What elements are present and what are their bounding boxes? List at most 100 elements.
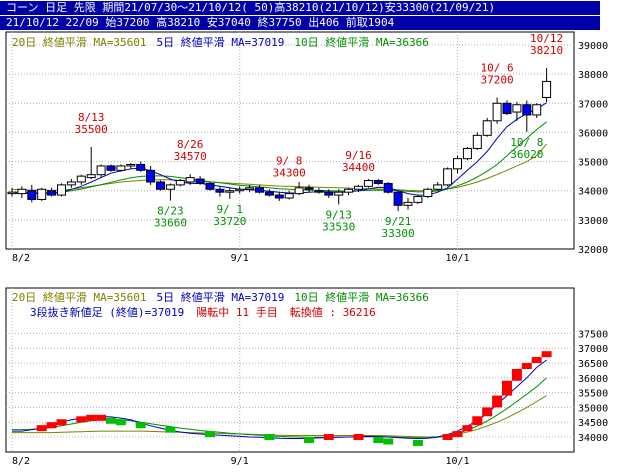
candle-body — [314, 190, 324, 193]
candle-body — [334, 191, 344, 196]
break-brick — [353, 434, 364, 441]
candle — [502, 100, 512, 115]
annotation-low-value: 33530 — [322, 220, 355, 233]
candle-body — [264, 191, 274, 196]
y-tick-label: 34500 — [578, 418, 608, 429]
annotation-high-date: 10/ 6 — [481, 61, 514, 74]
x-tick-label: 8/2 — [12, 253, 30, 264]
candle — [522, 100, 532, 132]
candle-body — [453, 158, 462, 170]
y-tick-label: 36000 — [578, 128, 608, 139]
candle — [334, 189, 344, 205]
candle — [373, 179, 383, 185]
break-brick — [76, 416, 87, 423]
plot-frame — [5, 287, 575, 453]
break-brick — [492, 395, 503, 408]
candle-body — [17, 188, 27, 195]
break-brick — [462, 425, 473, 432]
break-brick — [412, 439, 423, 446]
chart-header-line1: コーン 日足 先限 期間21/07/30〜21/10/12( 50)高38210… — [0, 1, 600, 15]
candle-body — [443, 168, 453, 186]
candle — [195, 176, 205, 185]
y-tick-label: 37500 — [578, 329, 608, 340]
chart-header-line2: 21/10/12 22/09 始37200 高38210 安37040 終377… — [0, 16, 600, 30]
candle-body — [126, 163, 136, 167]
break-brick — [165, 426, 176, 433]
break-brick — [135, 422, 146, 429]
annotation-high-value: 38210 — [530, 44, 563, 57]
candle-body — [354, 185, 363, 190]
candle — [482, 117, 492, 137]
candle-body — [215, 188, 225, 193]
break-brick — [46, 422, 57, 429]
legend-ma10: 10日 終値平滑 MA=36366 — [294, 35, 428, 49]
candle — [76, 174, 86, 185]
candle-body — [195, 178, 205, 184]
candle — [512, 101, 522, 121]
candle — [215, 186, 225, 197]
x-tick-label: 10/1 — [445, 253, 469, 264]
candle-body — [492, 102, 502, 122]
candle-body — [185, 177, 195, 183]
candle — [126, 163, 136, 169]
candle-body — [156, 181, 165, 190]
annotation-high-date: 9/ 8 — [276, 155, 303, 168]
candle-body — [482, 120, 492, 136]
y-tick-label: 36000 — [578, 374, 608, 385]
x-tick-label: 8/2 — [12, 456, 30, 467]
candle — [492, 97, 502, 124]
plot-frame — [5, 31, 575, 250]
candle — [383, 181, 393, 194]
y-tick-label: 37000 — [578, 344, 608, 355]
break-brick — [442, 434, 453, 441]
candle — [403, 198, 413, 210]
candle — [344, 187, 354, 196]
break-brick — [373, 437, 384, 443]
annotation-high-value: 35500 — [75, 123, 108, 136]
candle-body — [57, 184, 66, 196]
candle-body — [383, 182, 393, 193]
x-tick-label: 10/1 — [445, 456, 469, 467]
candle-body — [27, 190, 37, 200]
candle-body — [47, 190, 57, 196]
candle — [225, 187, 235, 199]
annotation-high-date: 8/13 — [78, 111, 105, 124]
annotation-low-date: 9/21 — [385, 215, 412, 228]
candle-body — [76, 175, 86, 183]
annotation-low-date: 9/ 1 — [217, 203, 244, 216]
annotation-high-value: 37200 — [481, 73, 514, 86]
candle-body — [225, 190, 235, 193]
annotation-high-date: 9/16 — [345, 149, 372, 162]
candle-body — [542, 80, 552, 98]
y-tick-label: 35000 — [578, 403, 608, 414]
candle-body — [522, 104, 532, 116]
legend-ma5: 5日 終値平滑 MA=37019 — [156, 35, 284, 49]
candle — [284, 190, 294, 200]
candle — [354, 184, 363, 193]
candle-body — [532, 104, 542, 116]
break-brick — [56, 419, 67, 426]
candle-body — [472, 134, 482, 149]
candle — [304, 184, 314, 193]
candle-body — [512, 104, 522, 113]
candle — [156, 180, 165, 191]
candle-body — [165, 184, 175, 190]
candle — [136, 161, 146, 172]
legend-ma5: 5日 終値平滑 MA=37019 — [156, 290, 284, 304]
candle — [37, 187, 47, 201]
candle — [7, 187, 17, 197]
candle-body — [86, 174, 96, 179]
candle — [106, 164, 116, 172]
candle-body — [433, 184, 443, 190]
candle — [185, 174, 195, 185]
break-brick — [106, 417, 116, 424]
candle-body — [363, 180, 373, 187]
candle — [363, 179, 373, 188]
subtitle-item: 3段抜き新値足 (終値)=37019 — [30, 305, 184, 319]
candle — [393, 190, 403, 212]
candle — [146, 165, 156, 185]
candle-body — [136, 163, 146, 171]
candle — [96, 164, 106, 178]
candle-body — [274, 194, 284, 199]
candle-body — [175, 180, 185, 186]
